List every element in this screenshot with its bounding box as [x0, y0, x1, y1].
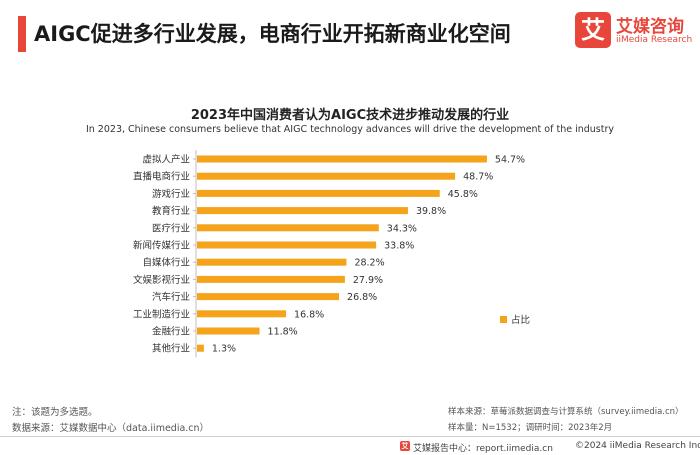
footer-divider: [0, 436, 700, 437]
data-label: 11.8%: [268, 327, 298, 338]
logo-text-cn: 艾媒咨询: [616, 17, 684, 37]
legend-swatch: [500, 316, 507, 323]
category-label: 医疗行业: [152, 222, 190, 234]
bar: [197, 241, 377, 249]
iimedia-logo-icon: 艾: [575, 12, 611, 48]
category-label: 自媒体行业: [142, 257, 190, 269]
data-label: 27.9%: [353, 275, 383, 286]
data-label: 16.8%: [294, 309, 324, 320]
bar: [197, 310, 287, 318]
chart-subtitle: In 2023, Chinese consumers believe that …: [85, 124, 615, 135]
title-accent-bar: [18, 16, 26, 52]
category-label: 工业制造行业: [133, 308, 190, 320]
data-label: 39.8%: [416, 206, 446, 217]
data-label: 34.3%: [387, 223, 417, 234]
copyright: ©2024 iiMedia Research Inc: [575, 441, 700, 451]
category-label: 金融行业: [152, 326, 190, 338]
logo-text-en: iiMedia Research: [616, 35, 693, 45]
category-label: 新闻传媒行业: [133, 240, 190, 252]
category-label: 其他行业: [152, 343, 190, 355]
bar: [197, 275, 345, 283]
bar: [197, 344, 204, 352]
report-center-icon: 艾: [400, 441, 410, 451]
data-label: 45.8%: [448, 189, 478, 200]
category-label: 汽车行业: [152, 291, 190, 303]
legend-label: 占比: [511, 314, 530, 326]
category-label: 文娱影视行业: [133, 274, 190, 286]
bar: [197, 172, 456, 180]
bar: [197, 224, 379, 232]
bar: [197, 258, 347, 266]
data-label: 54.7%: [495, 155, 525, 166]
bar: [197, 207, 408, 215]
bar: [197, 189, 440, 197]
category-label: 虚拟人产业: [142, 154, 190, 166]
data-label: 28.2%: [354, 258, 384, 269]
category-label: 直播电商行业: [133, 171, 190, 183]
bar: [197, 155, 487, 163]
report-center-link[interactable]: 艾媒报告中心：report.iimedia.cn: [413, 444, 553, 454]
bar: [197, 293, 340, 301]
data-source: 数据来源：艾媒数据中心（data.iimedia.cn）: [12, 423, 210, 434]
bar-chart: 虚拟人产业 54.7% 直播电商行业 48.7% 游戏行业 45.8% 教育行业 39.8% 医…: [133, 150, 530, 358]
sample-source: 样本来源：草莓派数据调查与计算系统（survey.iimedia.cn）: [448, 407, 684, 417]
data-label: 26.8%: [347, 292, 377, 303]
chart-title: 2023年中国消费者认为AIGC技术进步推动发展的行业: [190, 108, 510, 123]
data-label: 1.3%: [212, 344, 236, 355]
bar: [197, 327, 260, 335]
sample-info: 样本量：N=1532；调研时间：2023年2月: [448, 423, 613, 433]
header-bar: AIGC促进多行业发展，电商行业开拓新商业化空间 艾 艾媒咨询 iiMedia …: [0, 0, 700, 58]
footnote: 注：该题为多选题。: [12, 407, 98, 418]
page-title: AIGC促进多行业发展，电商行业开拓新商业化空间: [34, 22, 511, 46]
data-label: 48.7%: [463, 172, 493, 183]
category-label: 游戏行业: [152, 188, 190, 200]
data-label: 33.8%: [384, 241, 414, 252]
category-label: 教育行业: [152, 205, 190, 217]
